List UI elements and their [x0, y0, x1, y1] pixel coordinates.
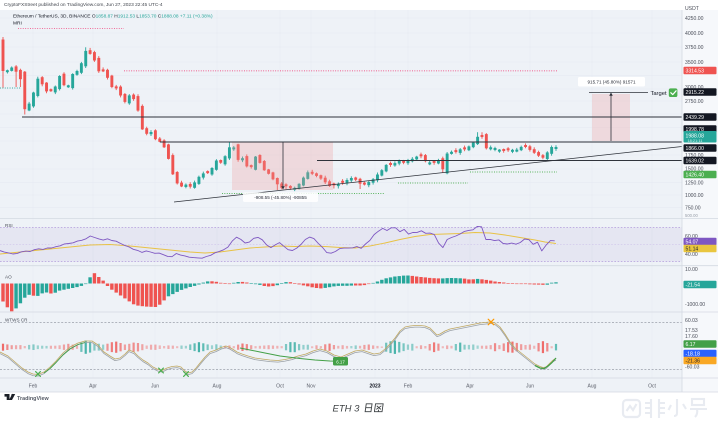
svg-text:-21.54: -21.54	[686, 282, 701, 288]
svg-text:1426.40: 1426.40	[686, 172, 705, 178]
svg-text:2915.22: 2915.22	[686, 90, 705, 96]
svg-text:CryptoFXStreet published on Tr: CryptoFXStreet published on TradingView.…	[4, 2, 163, 8]
svg-text:Nov: Nov	[307, 383, 316, 389]
svg-text:3314.53: 3314.53	[686, 68, 705, 74]
svg-text:54.07: 54.07	[686, 239, 699, 245]
svg-text:Ethereum / TetherUS, 3D, BINAN: Ethereum / TetherUS, 3D, BINANCE O1858.8…	[13, 14, 213, 20]
svg-text:RSI: RSI	[5, 223, 13, 228]
svg-text:ETH 3: ETH 3	[333, 404, 361, 415]
svg-text:4000.00: 4000.00	[685, 31, 704, 37]
svg-text:Jun: Jun	[151, 383, 159, 389]
svg-text:1866.00: 1866.00	[686, 146, 705, 152]
svg-text:1750.00: 1750.00	[685, 153, 704, 159]
svg-text:500.00: 500.00	[685, 213, 698, 218]
svg-text:60.00: 60.00	[685, 234, 698, 240]
svg-text:Jun: Jun	[526, 383, 534, 389]
svg-text:60.03: 60.03	[685, 318, 698, 324]
svg-text:4250.00: 4250.00	[685, 16, 704, 22]
svg-text:17.60: 17.60	[685, 334, 698, 340]
svg-text:1998.78: 1998.78	[686, 127, 705, 133]
svg-text:750.00: 750.00	[685, 205, 701, 211]
svg-text:Target: Target	[650, 91, 667, 97]
svg-text:17.53: 17.53	[685, 328, 698, 334]
svg-text:Aug: Aug	[213, 383, 222, 389]
svg-text:2439.29: 2439.29	[686, 115, 705, 121]
svg-text:2023: 2023	[369, 383, 380, 389]
svg-text:-18.18: -18.18	[686, 351, 701, 357]
svg-text:Oct: Oct	[648, 383, 656, 389]
svg-text:Oct: Oct	[276, 383, 284, 389]
svg-text:3750.00: 3750.00	[685, 45, 704, 51]
svg-text:-21.36: -21.36	[686, 358, 701, 364]
svg-text:Feb: Feb	[404, 383, 413, 389]
svg-text:Apr: Apr	[466, 383, 474, 389]
svg-text:USDT: USDT	[685, 6, 699, 12]
svg-text:1639.02: 1639.02	[686, 158, 705, 164]
svg-text:Aug: Aug	[588, 383, 597, 389]
svg-text:-60.03: -60.03	[685, 364, 700, 370]
svg-text:TradingView: TradingView	[17, 396, 49, 402]
svg-text:2750.00: 2750.00	[685, 99, 704, 105]
svg-text:1250.00: 1250.00	[685, 180, 704, 186]
svg-text:-908.55 (-45.80%) -90855: -908.55 (-45.80%) -90855	[254, 195, 307, 200]
svg-text:1500.00: 1500.00	[685, 166, 704, 172]
svg-text:915.71 (45.80%) 91571: 915.71 (45.80%) 91571	[587, 80, 635, 85]
svg-text:-1000.00: -1000.00	[685, 302, 705, 308]
svg-text:AO: AO	[5, 275, 12, 280]
svg-text:MRI: MRI	[13, 21, 22, 27]
svg-text:40.00: 40.00	[685, 252, 698, 258]
svg-text:3000.00: 3000.00	[685, 85, 704, 91]
svg-text:1988.08: 1988.08	[686, 134, 705, 140]
svg-text:6.17: 6.17	[336, 359, 345, 364]
svg-text:Apr: Apr	[89, 383, 97, 389]
svg-text:6.17: 6.17	[686, 342, 696, 348]
svg-text:51.14: 51.14	[686, 246, 699, 252]
svg-text:WTWS CR: WTWS CR	[5, 317, 28, 322]
svg-text:18:21:11: 18:21:11	[688, 138, 703, 143]
svg-text:Feb: Feb	[29, 383, 38, 389]
svg-text:3500.00: 3500.00	[685, 60, 704, 66]
svg-text:10.00: 10.00	[685, 267, 698, 273]
svg-text:1000.00: 1000.00	[685, 193, 704, 199]
